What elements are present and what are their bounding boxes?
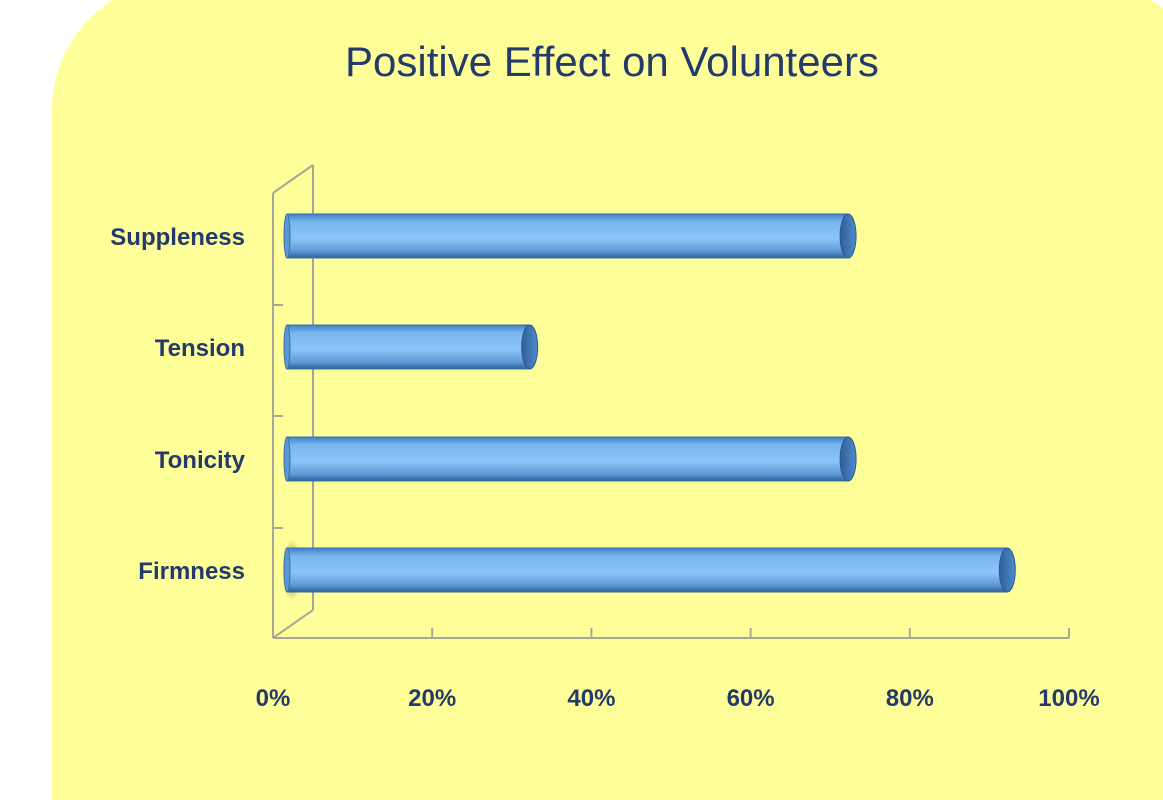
category-label-suppleness: Suppleness [110, 224, 245, 251]
x-tick-label: 100% [1038, 685, 1099, 712]
x-tick-label: 0% [256, 685, 291, 712]
x-tick-label: 40% [567, 685, 615, 712]
category-label-tonicity: Tonicity [155, 447, 246, 474]
bar-end-cap [839, 436, 857, 482]
category-label-firmness: Firmness [138, 558, 245, 585]
chart-title: Positive Effect on Volunteers [345, 38, 879, 85]
bar-end-cap [839, 213, 857, 259]
category-label-tension: Tension [155, 335, 245, 362]
category-labels: Firmness Tonicity Tension Suppleness [110, 224, 245, 585]
x-tick-label: 80% [886, 685, 934, 712]
bar-start-cap [283, 324, 291, 370]
bar-body [286, 547, 1008, 593]
y-axis-floor-edge [272, 609, 314, 639]
bar-start-cap [283, 547, 291, 593]
bar-tension [283, 324, 539, 370]
bar-start-cap [283, 213, 291, 259]
y-axis-top-edge [272, 164, 314, 194]
bar-start-cap [283, 436, 291, 482]
x-tick-label: 60% [727, 685, 775, 712]
bar-body [286, 213, 849, 259]
bar-end-cap [998, 547, 1016, 593]
chart-bars [281, 213, 1016, 604]
bar-body [286, 324, 531, 370]
bar-suppleness [283, 213, 857, 259]
bar-firmness [281, 536, 1016, 604]
x-tick-label: 20% [408, 685, 456, 712]
slide: Positive Effect on Volunteers Firmness To… [52, 0, 1163, 800]
bar-chart: Positive Effect on Volunteers Firmness To… [110, 38, 1100, 712]
bar-end-cap [521, 324, 539, 370]
bar-body [286, 436, 849, 482]
x-tick-labels: 0% 20% 40% 60% 80% 100% [256, 685, 1100, 712]
chart-background-panel [52, 0, 1163, 800]
bar-tonicity [283, 436, 857, 482]
